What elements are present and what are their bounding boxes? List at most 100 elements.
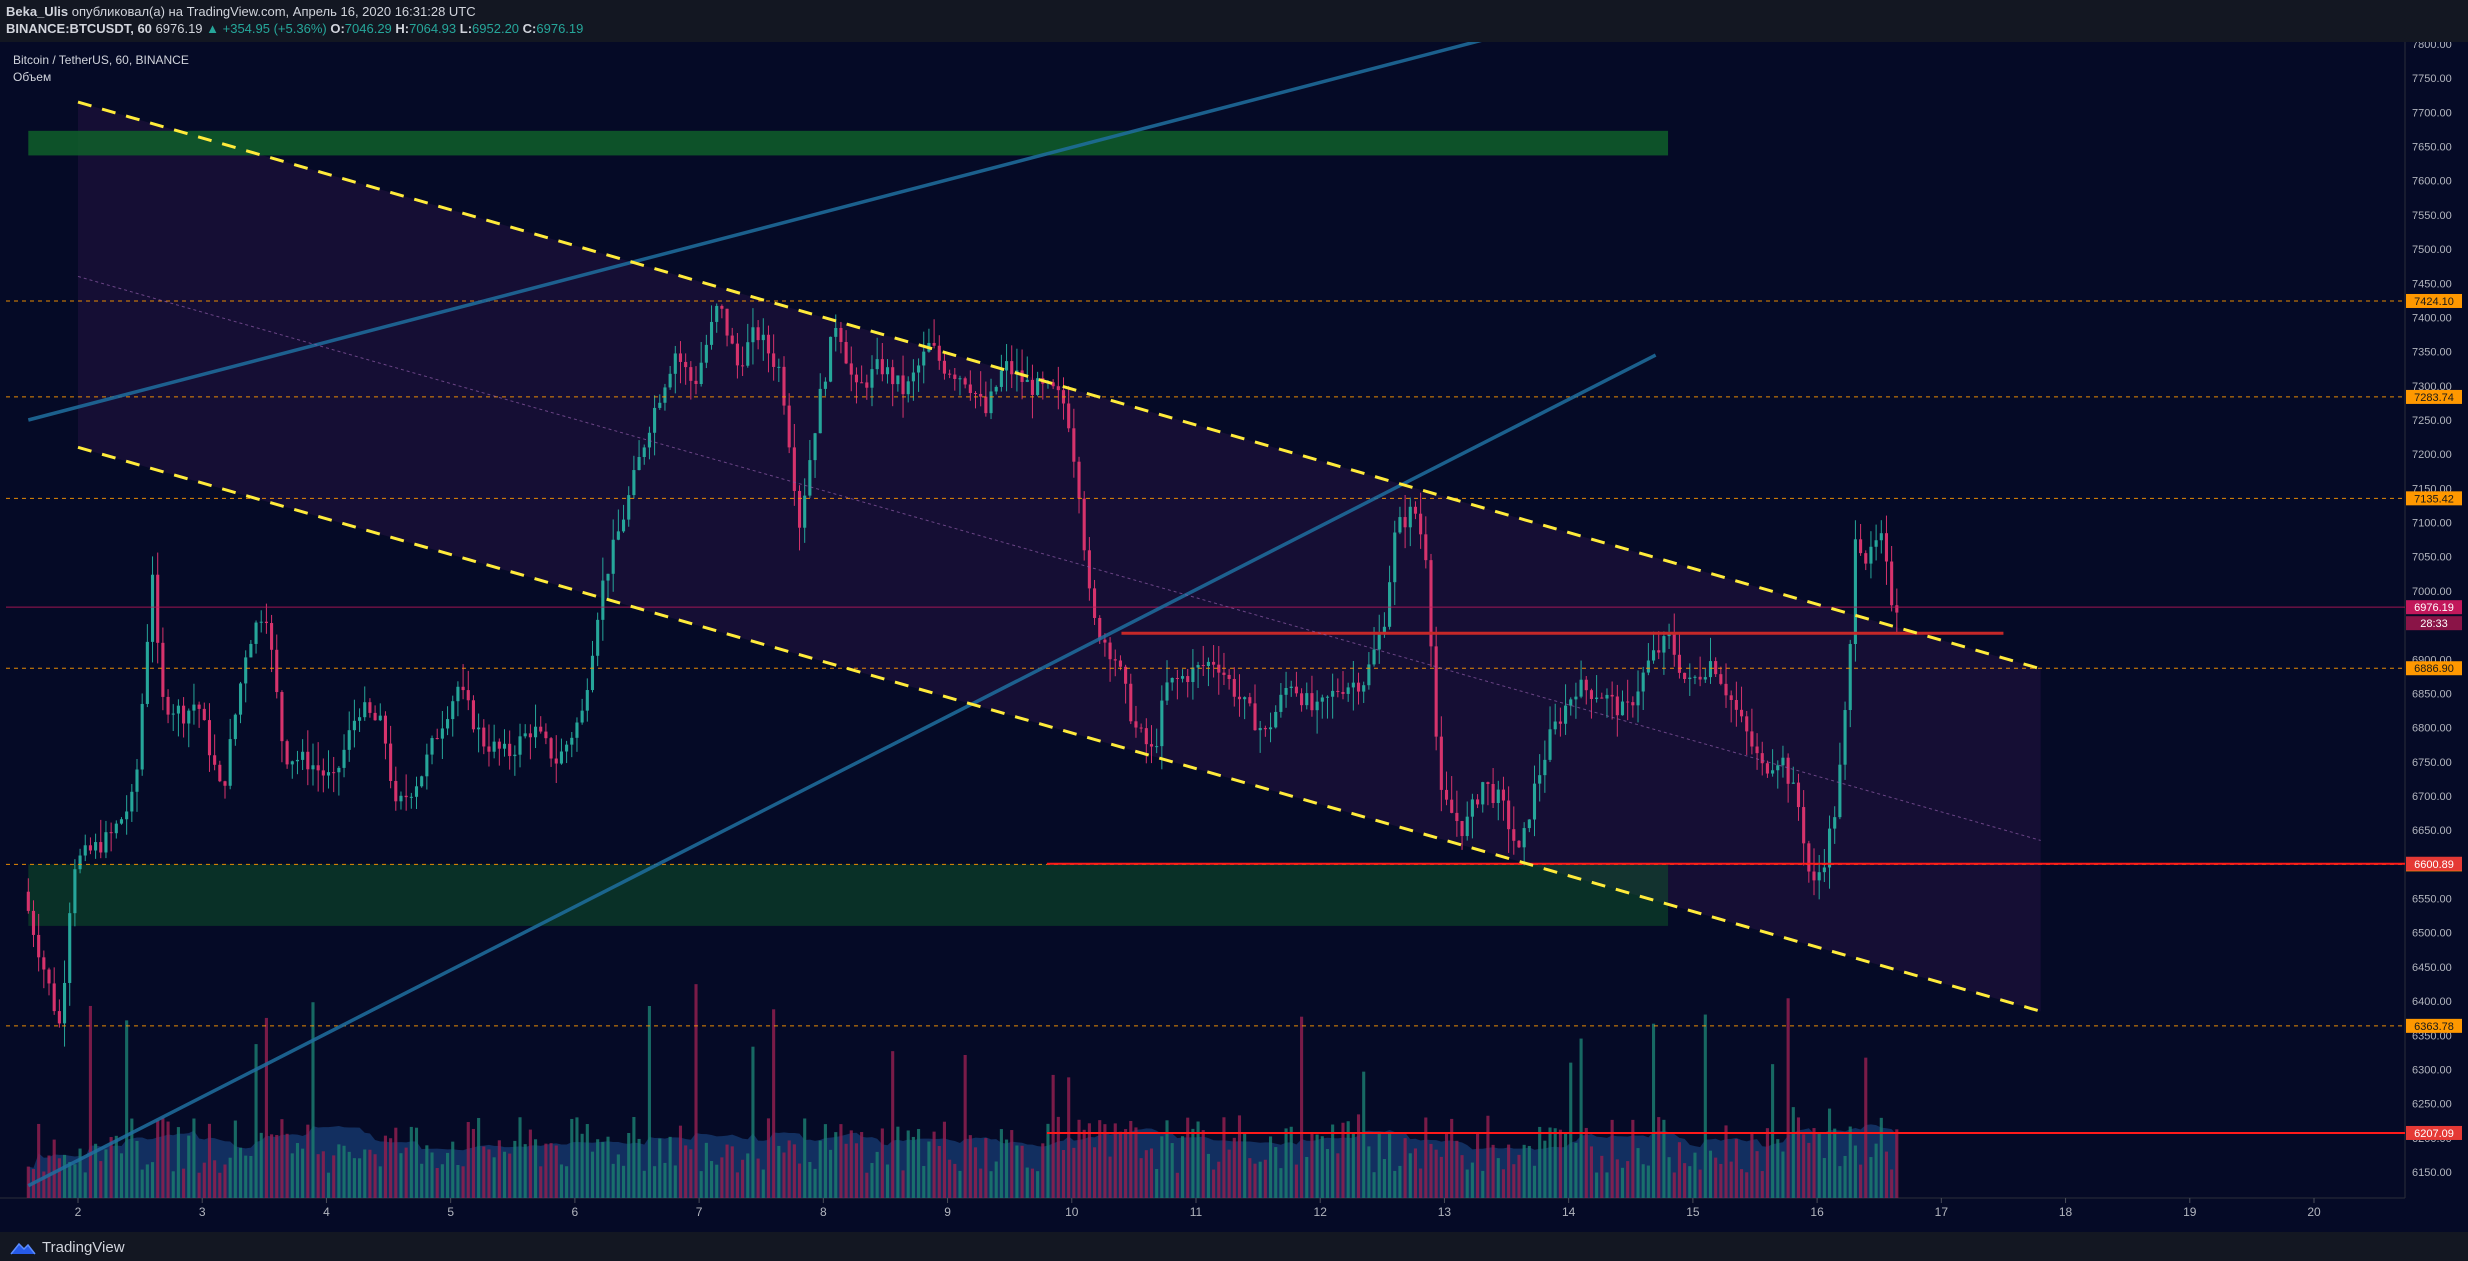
tradingview-brand[interactable]: TradingView bbox=[10, 1239, 125, 1256]
volume-bar bbox=[901, 1170, 905, 1198]
volume-bar bbox=[487, 1149, 491, 1198]
candle-body bbox=[1781, 757, 1785, 766]
candle-body bbox=[544, 731, 548, 739]
candle-body bbox=[818, 388, 822, 434]
candle-body bbox=[1812, 871, 1816, 881]
candle-body bbox=[383, 715, 388, 744]
close-value: 6976.19 bbox=[536, 21, 584, 36]
y-tick-label: 6150.00 bbox=[2412, 1167, 2452, 1179]
candle-body bbox=[1776, 765, 1780, 771]
volume-label[interactable]: Объем bbox=[13, 70, 52, 84]
volume-bar bbox=[1610, 1119, 1614, 1198]
volume-bar bbox=[1036, 1171, 1040, 1198]
volume-bar bbox=[1491, 1144, 1495, 1198]
candle-body bbox=[963, 378, 967, 385]
volume-bar bbox=[1377, 1133, 1381, 1198]
volume-bar bbox=[663, 1162, 667, 1198]
candle-body bbox=[1025, 379, 1029, 382]
time-axis[interactable]: 2 3 4 5 6 7 8 9 10 11 12 13 14 15 16 17 18 19 20 bbox=[75, 1198, 2321, 1219]
volume-bar bbox=[446, 1152, 450, 1198]
volume-bar bbox=[1103, 1124, 1107, 1198]
candle-body bbox=[979, 393, 983, 397]
candle-body bbox=[735, 343, 739, 366]
candle-body bbox=[1258, 727, 1262, 731]
candle-body bbox=[528, 733, 532, 738]
candle-body bbox=[518, 736, 522, 755]
candle-body bbox=[425, 754, 429, 777]
candle-body bbox=[1574, 696, 1578, 700]
volume-bar bbox=[223, 1164, 227, 1198]
candle-body bbox=[104, 832, 108, 853]
volume-bar bbox=[1589, 1146, 1593, 1198]
volume-bar bbox=[1325, 1149, 1330, 1198]
volume-bar bbox=[125, 1020, 129, 1198]
candle-body bbox=[337, 767, 341, 773]
volume-bar bbox=[477, 1117, 481, 1198]
volume-bar bbox=[1310, 1132, 1314, 1198]
volume-bar bbox=[839, 1124, 843, 1198]
price-tag-bg bbox=[2406, 1125, 2462, 1140]
legend-title[interactable]: Bitcoin / TetherUS, 60, BINANCE bbox=[13, 53, 189, 67]
volume-bar bbox=[311, 1002, 315, 1198]
volume-bar bbox=[575, 1117, 579, 1198]
candle-body bbox=[207, 720, 212, 756]
candle-body bbox=[1356, 682, 1361, 692]
candle-body bbox=[1103, 639, 1107, 643]
candle-body bbox=[140, 703, 144, 770]
volume-bar bbox=[1465, 1169, 1469, 1198]
y-tick-label: 7300.00 bbox=[2412, 381, 2452, 393]
candle-body bbox=[948, 373, 952, 375]
volume-bar bbox=[1688, 1166, 1692, 1198]
candle-body bbox=[1408, 506, 1412, 528]
symbol-label: BINANCE:BTCUSDT, 60 bbox=[6, 21, 152, 36]
c-label: C: bbox=[522, 21, 537, 36]
publish-info: Beka_Ulis опубликовал(а) на TradingView.… bbox=[6, 4, 476, 19]
volume-bar bbox=[492, 1157, 496, 1198]
candle-body bbox=[83, 845, 87, 856]
volume-bar bbox=[440, 1164, 444, 1198]
candle-body bbox=[787, 405, 791, 448]
candle-body bbox=[942, 360, 947, 374]
published-text: опубликовал(а) на TradingView.com, Апрел… bbox=[71, 4, 476, 19]
candle-body bbox=[435, 738, 439, 740]
candle-body bbox=[1833, 817, 1837, 829]
candle-body bbox=[1843, 710, 1847, 765]
candle-body bbox=[1170, 677, 1174, 683]
volume-bar bbox=[1527, 1145, 1531, 1198]
candle-body bbox=[658, 402, 662, 408]
volume-bar bbox=[554, 1145, 558, 1198]
volume-bar bbox=[611, 1163, 615, 1198]
volume-bar bbox=[295, 1143, 300, 1198]
candle-body bbox=[554, 758, 558, 764]
x-tick-label: 13 bbox=[1438, 1205, 1452, 1219]
candle-body bbox=[606, 573, 610, 581]
volume-bar bbox=[326, 1172, 331, 1198]
volume-bar bbox=[259, 1132, 263, 1198]
candle-body bbox=[989, 391, 993, 414]
volume-bar bbox=[26, 1166, 30, 1198]
price-tag-bg bbox=[2406, 1018, 2462, 1033]
candle-body bbox=[1077, 461, 1081, 499]
candle-body bbox=[813, 433, 817, 461]
candle-body bbox=[1739, 709, 1744, 717]
volume-bar bbox=[1512, 1164, 1516, 1198]
candle-body bbox=[865, 382, 869, 388]
volume-bar bbox=[502, 1151, 507, 1198]
candle-body bbox=[1688, 677, 1692, 680]
channel-mid-line bbox=[77, 275, 2041, 841]
volume-bar bbox=[1455, 1140, 1459, 1198]
candle-body bbox=[99, 842, 103, 853]
x-tick-label: 3 bbox=[199, 1205, 206, 1219]
candle-body bbox=[1056, 386, 1060, 391]
volume-bar bbox=[1874, 1143, 1878, 1198]
volume-bar bbox=[1046, 1123, 1050, 1198]
price-chart[interactable]: 7800.00 7750.00 7700.00 7650.00 7600.00 7550.… bbox=[0, 42, 2468, 1232]
candle-body bbox=[109, 832, 113, 834]
countdown-tag-bg bbox=[2406, 616, 2462, 631]
price-tag-bg bbox=[2406, 661, 2462, 676]
channel-fill bbox=[78, 102, 2041, 1012]
author-name[interactable]: Beka_Ulis bbox=[6, 4, 69, 19]
volume-bar bbox=[1315, 1134, 1319, 1198]
candle-body bbox=[1139, 727, 1143, 729]
candle-body bbox=[197, 704, 201, 709]
